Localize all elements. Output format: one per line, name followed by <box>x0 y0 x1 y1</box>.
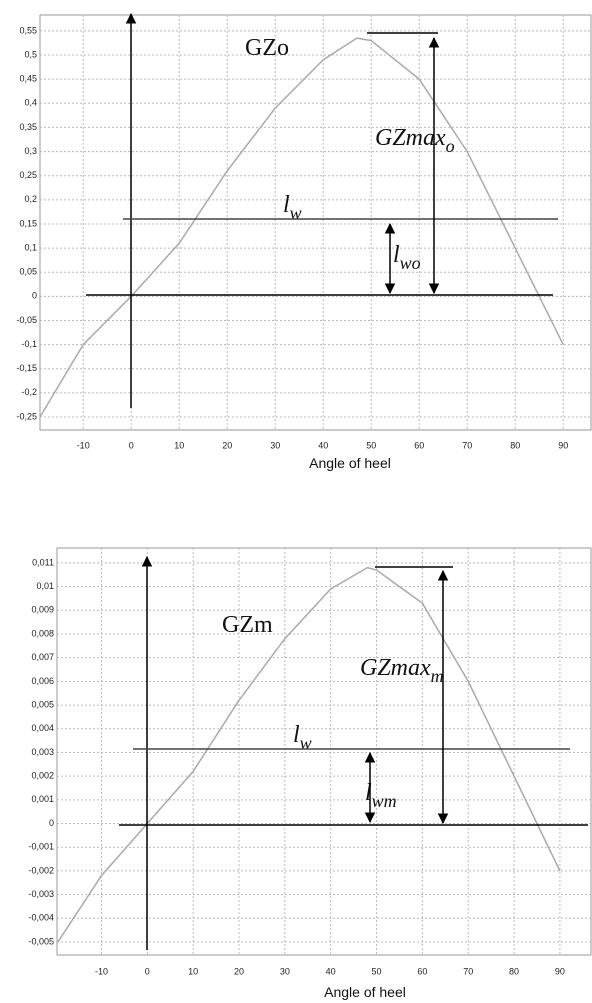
plot-area <box>39 14 592 431</box>
y-tick-label: 0 <box>49 818 54 828</box>
annotation-subscript: wo <box>400 253 421 273</box>
x-tick-label: 0 <box>145 966 150 976</box>
annotation-text: l <box>393 242 400 268</box>
x-tick-label: 80 <box>510 440 520 450</box>
x-tick-label: 90 <box>558 440 568 450</box>
y-tick-label: 0,005 <box>31 699 54 709</box>
annotation-text: GZmax <box>375 125 446 151</box>
y-tick-label: 0,003 <box>31 747 54 757</box>
y-tick-label: -0,002 <box>28 865 54 875</box>
y-tick-label: -0,001 <box>28 842 54 852</box>
x-tick-label: 90 <box>555 966 565 976</box>
y-tick-label: 0,4 <box>24 98 37 108</box>
annotation-subscript: wm <box>372 791 397 811</box>
annotation-subscript: w <box>300 733 312 753</box>
x-tick-label: 60 <box>417 966 427 976</box>
y-tick-label: 0,002 <box>31 771 54 781</box>
x-tick-label: 40 <box>318 440 328 450</box>
y-tick-label: 0,15 <box>19 218 37 228</box>
x-tick-label: 20 <box>234 966 244 976</box>
x-tick-label: 70 <box>462 440 472 450</box>
y-tick-label: -0,25 <box>16 411 37 421</box>
annotation-text: GZo <box>245 35 289 61</box>
y-tick-label: -0,004 <box>28 913 54 923</box>
x-tick-label: -10 <box>77 440 90 450</box>
charts: 0,55 0,5 0,45 0,4 0,35 0,3 0,25 0,2 0,15 0,1 0,05 0… <box>16 14 592 1000</box>
y-tick-label: -0,1 <box>21 339 37 349</box>
x-tick-label: 20 <box>222 440 232 450</box>
plot-area <box>56 547 592 956</box>
x-tick-label: 50 <box>372 966 382 976</box>
x-axis-label: Angle of heel <box>309 455 391 471</box>
y-tick-label: 0,5 <box>24 49 37 59</box>
y-tick-label: 0 <box>32 291 37 301</box>
annotation: lwo <box>393 242 421 273</box>
annotation: lw <box>293 722 312 753</box>
y-tick-label: -0,005 <box>28 936 54 946</box>
y-tick-label: 0,3 <box>24 146 37 156</box>
x-tick-label: 30 <box>270 440 280 450</box>
y-tick-label: 0,1 <box>24 242 37 252</box>
x-tick-label: 10 <box>174 440 184 450</box>
y-tick-label: -0,15 <box>16 363 37 373</box>
annotation-subscript: w <box>290 203 302 223</box>
annotation-text: l <box>293 722 300 748</box>
annotation: GZm <box>222 612 273 638</box>
annotation-lines <box>86 12 588 950</box>
x-tick-label: 70 <box>463 966 473 976</box>
x-tick-label: 50 <box>366 440 376 450</box>
x-tick-label: 0 <box>129 440 134 450</box>
y-tick-label: -0,2 <box>21 387 37 397</box>
y-tick-label: 0,007 <box>31 652 54 662</box>
y-tick-label: 0,35 <box>19 122 37 132</box>
annotation: lw <box>283 192 302 223</box>
y-tick-label: 0,25 <box>19 170 37 180</box>
y-tick-label: 0,45 <box>19 74 37 84</box>
y-tick-label: 0,004 <box>31 723 54 733</box>
x-tick-label: 40 <box>326 966 336 976</box>
x-tick-label: 80 <box>509 966 519 976</box>
y-tick-label: 0,01 <box>36 581 54 591</box>
annotation-text: GZmax <box>360 655 431 681</box>
y-tick-label: -0,003 <box>28 889 54 899</box>
y-tick-label: 0,011 <box>32 557 54 567</box>
y-tick-label: -0,05 <box>16 315 37 325</box>
y-tick-label: 0,55 <box>19 25 37 35</box>
y-tick-label: 0,008 <box>31 628 54 638</box>
x-tick-label: -10 <box>95 966 108 976</box>
annotation-subscript: o <box>446 136 455 156</box>
x-axis-label: Angle of heel <box>324 984 406 1000</box>
x-tick-label: 30 <box>280 966 290 976</box>
annotation-subscript: m <box>431 666 444 686</box>
y-tick-label: 0,05 <box>19 267 37 277</box>
y-tick-label: 0,009 <box>31 605 54 615</box>
annotation-text: l <box>283 192 290 218</box>
annotation-text: GZm <box>222 612 273 638</box>
x-tick-label: 60 <box>414 440 424 450</box>
y-tick-label: 0,006 <box>31 676 54 686</box>
annotation: GZo <box>245 35 289 61</box>
y-tick-label: 0,2 <box>24 194 37 204</box>
y-tick-label: 0,001 <box>31 794 54 804</box>
x-tick-label: 10 <box>188 966 198 976</box>
